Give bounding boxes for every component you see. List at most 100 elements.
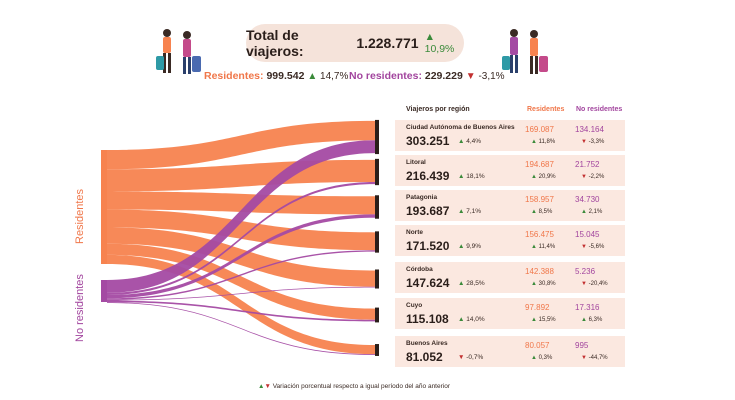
residents-summary-value: 999.542: [266, 70, 305, 82]
region-total-change-value: 18,1%: [466, 173, 485, 180]
sankey-diagram: [101, 119, 379, 356]
region-total-change-value: 14,0%: [466, 316, 485, 323]
region-nonresidents-change-value: -20,4%: [588, 281, 608, 287]
region-residents-value: 158.957: [525, 195, 554, 204]
region-row: Cuyo 115.108 ▲ 14,0% 97.892 ▲ 15,5% 17.316 ▲ 6…: [395, 298, 625, 329]
region-nonresidents-change: ▼ -2,2%: [581, 174, 605, 180]
region-total-change-value: 4,4%: [466, 138, 482, 145]
region-residents-change-value: 30,8%: [538, 281, 556, 287]
region-total-change: ▲ 7,1%: [458, 208, 482, 215]
region-residents-value: 169.087: [525, 125, 554, 134]
column-header-nonresidents: No residentes: [576, 106, 623, 113]
region-total-change-value: 28,5%: [466, 280, 485, 287]
residents-flow: [107, 209, 375, 251]
total-label: Total de viajeros:: [246, 27, 304, 59]
region-nonresidents-value: 5.236: [575, 267, 596, 276]
nonresidents-summary-label: No residentes:: [349, 70, 422, 82]
region-total-change: ▼ -0,7%: [458, 354, 484, 361]
nonresidents-flow: [107, 300, 375, 322]
region-total: 303.251: [406, 134, 450, 148]
nonresidents-flow: [107, 286, 375, 301]
nonresidents-flow: [107, 140, 375, 293]
region-residents-change-value: 8,5%: [538, 209, 553, 215]
region-nonresidents-change: ▲ 2,1%: [581, 209, 603, 215]
region-residents-change-value: 20,9%: [538, 174, 556, 180]
region-residents-change: ▲ 8,5%: [531, 209, 553, 215]
nonresidents-flows: [107, 140, 375, 355]
nonresidents-summary-value: 229.229: [424, 70, 463, 82]
region-total-change: ▲ 18,1%: [458, 173, 485, 180]
region-residents-change-value: 11,8%: [538, 139, 556, 145]
region-nonresidents-value: 21.752: [575, 160, 600, 169]
region-name: Cuyo: [406, 302, 423, 309]
region-name: Norte: [406, 229, 423, 236]
region-target-node: [375, 195, 379, 219]
residents-summary-label: Residentes:: [204, 70, 264, 82]
region-target-node: [375, 119, 379, 155]
nonresidents-summary-change: ▼ -3,1%: [465, 71, 505, 82]
region-row: Córdoba 147.624 ▲ 28,5% 142.388 ▲ 30,8% 5.236…: [395, 262, 625, 293]
region-residents-value: 142.388: [525, 267, 554, 276]
column-header-region: Viajeros por región: [406, 106, 470, 113]
total-change: ▲ 10,9%: [424, 31, 455, 55]
total-value: 1.228.771: [356, 35, 419, 51]
nonresidents-flow: [107, 302, 375, 355]
nonresidents-flow: [107, 182, 375, 295]
region-residents-change: ▲ 30,8%: [531, 281, 556, 287]
region-residents-change-value: 0,3%: [538, 355, 553, 361]
region-nonresidents-change: ▼ -44,7%: [581, 355, 608, 361]
region-total-change-value: 7,1%: [466, 208, 482, 215]
footnote: ▲▼ Variación porcentual respecto a igual…: [258, 383, 450, 390]
region-total-change: ▲ 9,9%: [458, 243, 482, 250]
travelers-illustration-right: [502, 29, 548, 74]
region-row: Litoral 216.439 ▲ 18,1% 194.687 ▲ 20,9% 21.75…: [395, 155, 625, 186]
region-nonresidents-change: ▼ -3,3%: [581, 139, 605, 145]
residents-flow: [107, 191, 375, 215]
region-residents-change: ▲ 20,9%: [531, 174, 556, 180]
region-nonresidents-change-value: -3,3%: [588, 139, 605, 145]
region-nonresidents-change: ▼ -20,4%: [581, 281, 608, 287]
region-total-change-value: -0,7%: [466, 354, 484, 361]
region-nonresidents-value: 134.164: [575, 125, 604, 134]
region-residents-change-value: 11,4%: [538, 244, 556, 250]
residents-summary-change-value: 14,7%: [320, 71, 349, 82]
region-nonresidents-change: ▼ -5,6%: [581, 244, 605, 250]
region-nonresidents-change-value: 6,3%: [588, 317, 603, 323]
region-name: Córdoba: [406, 266, 433, 273]
region-residents-change: ▲ 11,8%: [531, 139, 556, 145]
residents-source-node: [101, 150, 107, 264]
region-target-node: [375, 344, 379, 356]
region-total-change: ▲ 14,0%: [458, 316, 485, 323]
residents-summary-change: ▲ 14,7%: [307, 71, 349, 82]
total-change-value: 10,9%: [424, 43, 455, 55]
region-residents-value: 156.475: [525, 230, 554, 239]
region-nonresidents-change: ▲ 6,3%: [581, 317, 603, 323]
region-row: Patagonia 193.687 ▲ 7,1% 158.957 ▲ 8,5% 34.73…: [395, 190, 625, 221]
region-nonresidents-change-value: -2,2%: [588, 174, 605, 180]
region-residents-value: 194.687: [525, 160, 554, 169]
region-total: 81.052: [406, 350, 443, 364]
region-total: 171.520: [406, 239, 450, 253]
region-target-node: [375, 307, 379, 323]
region-row: Norte 171.520 ▲ 9,9% 156.475 ▲ 11,4% 15.045 ▼ …: [395, 225, 625, 256]
region-residents-value: 80.057: [525, 341, 550, 350]
region-total: 115.108: [406, 312, 449, 326]
side-label-residents: Residentes: [74, 188, 86, 244]
footnote-text: Variación porcentual respecto a igual pe…: [272, 383, 450, 390]
region-target-node: [375, 158, 379, 186]
travelers-illustration-left: [156, 29, 201, 74]
region-name: Ciudad Autónoma de Buenos Aires: [406, 124, 515, 131]
region-residents-change-value: 15,5%: [538, 317, 556, 323]
nonresidents-summary: No residentes: 229.229 ▼ -3,1%: [349, 70, 505, 82]
region-total-change-value: 9,9%: [466, 243, 482, 250]
region-name: Patagonia: [406, 194, 438, 201]
residents-flow: [107, 120, 375, 170]
region-nonresidents-value: 15.045: [575, 230, 600, 239]
region-residents-change: ▲ 11,4%: [531, 244, 556, 250]
region-nonresidents-value: 995: [575, 341, 589, 350]
region-row: Buenos Aires 81.052 ▼ -0,7% 80.057 ▲ 0,3% 995…: [395, 336, 625, 367]
nonresidents-flow: [107, 250, 375, 300]
region-total: 193.687: [406, 204, 450, 218]
region-total: 216.439: [406, 169, 450, 183]
region-residents-change: ▲ 15,5%: [531, 317, 556, 323]
